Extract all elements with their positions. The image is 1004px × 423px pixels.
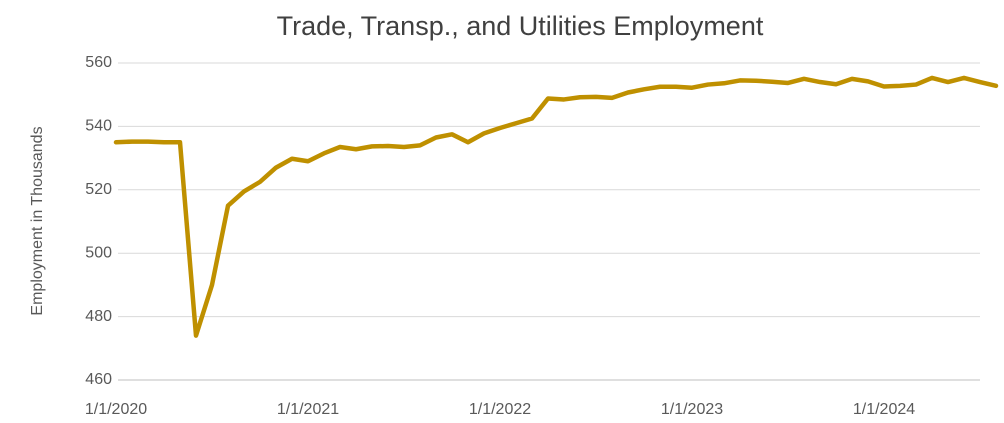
y-tick-label: 560 [85,54,112,71]
y-tick-label: 500 [85,244,112,261]
y-tick-label: 520 [85,181,112,198]
data-line [113,75,999,338]
x-tick-label: 1/1/2020 [85,401,147,418]
x-tick-label: 1/1/2024 [853,401,915,418]
y-tick-label: 540 [85,118,112,135]
x-tick-label: 1/1/2021 [277,401,339,418]
y-tick-label: 460 [85,371,112,388]
x-tick-label: 1/1/2023 [661,401,723,418]
y-axis-label: Employment in Thousands [29,126,46,315]
y-tick-label: 480 [85,308,112,325]
x-tick-label: 1/1/2022 [469,401,531,418]
chart-title: Trade, Transp., and Utilities Employment [277,11,764,41]
